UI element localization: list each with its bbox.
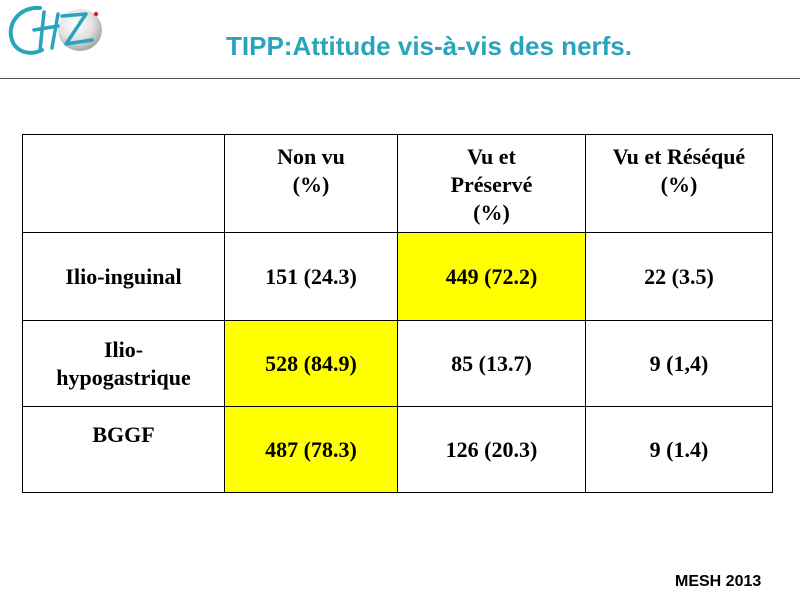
column-header-non-vu: Non vu (%) — [224, 134, 398, 233]
table-cell-highlighted: 487 (78.3) — [224, 406, 398, 493]
table-cell: 126 (20.3) — [397, 406, 586, 493]
row-label-ilio-inguinal: Ilio-inguinal — [22, 232, 225, 321]
table-cell: 85 (13.7) — [397, 320, 586, 407]
table-cell-highlighted: 449 (72.2) — [397, 232, 586, 321]
chz-hospital-logo-icon — [0, 0, 110, 70]
table-row: Ilio-inguinal 151 (24.3) 449 (72.2) 22 (… — [22, 232, 773, 321]
title-divider — [0, 78, 800, 79]
table-cell: 151 (24.3) — [224, 232, 398, 321]
table-cell: 9 (1.4) — [585, 406, 773, 493]
table-header-row: Non vu (%) Vu et Préservé (%) Vu et Résé… — [22, 134, 773, 233]
column-header-vu-reseque: Vu et Réséqué (%) — [585, 134, 773, 233]
table-cell: 22 (3.5) — [585, 232, 773, 321]
table-cell: 9 (1,4) — [585, 320, 773, 407]
column-header-vu-preserve: Vu et Préservé (%) — [397, 134, 586, 233]
table-row: Ilio- hypogastrique 528 (84.9) 85 (13.7)… — [22, 320, 773, 407]
column-header-empty — [22, 134, 225, 233]
footer-source: MESH 2013 — [675, 573, 762, 590]
row-label-ilio-hypogastrique: Ilio- hypogastrique — [22, 320, 225, 407]
table-cell-highlighted: 528 (84.9) — [224, 320, 398, 407]
table-row: BGGF 487 (78.3) 126 (20.3) 9 (1.4) — [22, 406, 773, 493]
nerves-table: Non vu (%) Vu et Préservé (%) Vu et Résé… — [22, 134, 773, 493]
row-label-bggf: BGGF — [22, 406, 225, 493]
page-title: TIPP:Attitude vis-à-vis des nerfs. — [226, 31, 632, 61]
